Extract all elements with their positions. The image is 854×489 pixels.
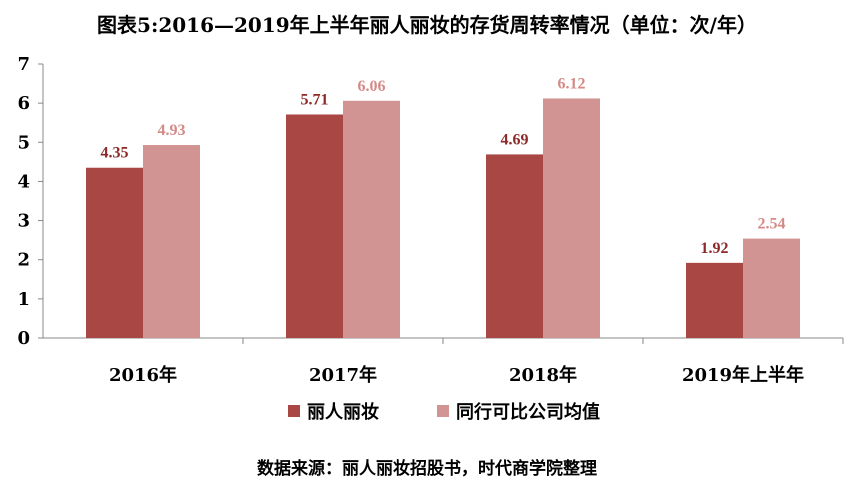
y-tick-label: 2 xyxy=(17,250,30,271)
legend-label: 丽人丽妆 xyxy=(307,401,379,423)
bar-series-b xyxy=(143,145,200,338)
data-label: 6.06 xyxy=(358,78,386,95)
y-tick-label: 3 xyxy=(17,211,30,232)
y-tick-label: 1 xyxy=(17,289,30,310)
y-tick-label: 6 xyxy=(17,93,30,114)
x-category-label: 2017年 xyxy=(309,364,377,386)
y-tick-label: 0 xyxy=(17,328,30,349)
data-label: 6.12 xyxy=(558,75,586,92)
legend-swatch xyxy=(437,405,449,417)
x-category-label: 2016年 xyxy=(109,364,177,386)
data-label: 2.54 xyxy=(758,216,786,233)
data-label: 5.71 xyxy=(301,91,329,108)
x-category-label: 2018年 xyxy=(509,364,577,386)
data-label: 4.35 xyxy=(101,145,129,162)
bar-series-a xyxy=(286,114,343,338)
data-label: 4.69 xyxy=(501,131,529,148)
bar-series-a xyxy=(686,262,743,338)
y-axis-ticks: 0 1 2 3 4 5 6 7 xyxy=(17,54,43,349)
y-tick-label: 7 xyxy=(17,54,30,75)
x-category-label: 2019年上半年 xyxy=(682,364,804,386)
y-tick-label: 5 xyxy=(17,132,30,153)
y-tick-label: 4 xyxy=(17,171,30,192)
x-axis-labels: 2016年 2017年 2018年 2019年上半年 xyxy=(109,338,844,386)
value-labels: 4.35 4.93 5.71 6.06 4.69 6.12 1.92 2.54 xyxy=(101,75,786,256)
bar-series-b xyxy=(743,238,800,338)
legend-swatch xyxy=(288,405,300,417)
bar-series-a xyxy=(486,154,543,338)
bar-series-a xyxy=(86,167,143,338)
chart-title: 图表5:2016—2019年上半年丽人丽妆的存货周转率情况（单位：次/年） xyxy=(97,13,757,37)
bar-series-b xyxy=(543,98,600,339)
legend: 丽人丽妆 同行可比公司均值 xyxy=(288,401,600,423)
data-label: 4.93 xyxy=(158,122,186,139)
bar-series-b xyxy=(343,100,400,339)
bars xyxy=(86,98,800,339)
data-label: 1.92 xyxy=(701,240,729,257)
source-note: 数据来源：丽人丽妆招股书，时代商学院整理 xyxy=(257,458,597,479)
legend-label: 同行可比公司均值 xyxy=(456,401,600,423)
